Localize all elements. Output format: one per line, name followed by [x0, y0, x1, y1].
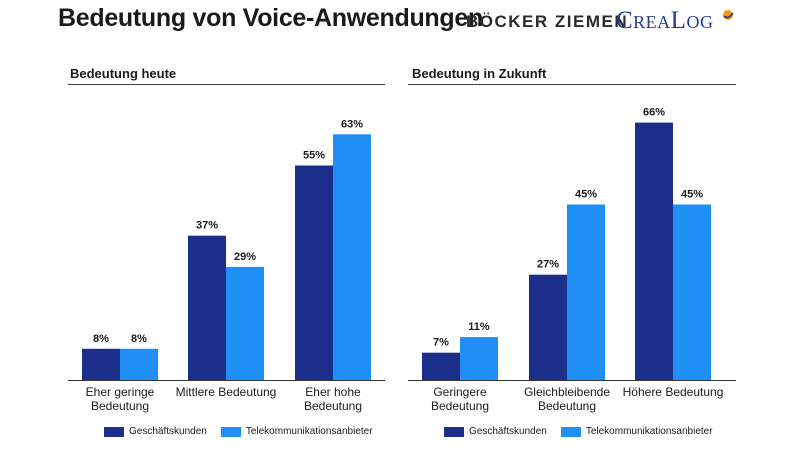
legend-swatch-geschaeftskunden	[444, 426, 464, 437]
legend-entry-telekom: Telekommunikationsanbieter	[220, 426, 373, 437]
data-label: 63%	[341, 118, 363, 130]
category-label: Geringere	[433, 385, 487, 399]
panel-title-heute: Bedeutung heute	[70, 66, 177, 81]
data-label: 29%	[234, 251, 256, 263]
bar	[635, 122, 673, 380]
data-label: 8%	[93, 333, 109, 345]
data-label: 37%	[196, 220, 218, 232]
category-label: Eher hohe	[305, 385, 361, 399]
data-label: 11%	[468, 321, 490, 333]
panel-rule-zukunft	[408, 84, 736, 85]
legend-entry-telekom: Telekommunikationsanbieter	[560, 426, 713, 437]
boecker-ziemen-logo: BÖCKER ZIEMEN	[466, 12, 629, 31]
category-label: Bedeutung	[431, 399, 489, 413]
legend-entry-geschaeftskunden: Geschäftskunden	[444, 426, 547, 437]
panel-rule-heute	[68, 84, 385, 85]
category-label: Mittlere Bedeutung	[176, 385, 277, 399]
category-label: Eher geringe	[86, 385, 155, 399]
category-label: Gleichbleibende	[524, 385, 610, 399]
bar	[529, 274, 567, 380]
crealog-swoosh-icon	[723, 10, 734, 20]
category-label: Bedeutung	[538, 399, 596, 413]
legend-swatch-telekom	[220, 426, 241, 437]
crealog-logo: CreaLog	[616, 7, 714, 34]
bar	[422, 352, 460, 380]
legend-label: Telekommunikationsanbieter	[245, 426, 373, 437]
data-label: 45%	[681, 189, 703, 201]
bar	[226, 266, 264, 380]
panel-title-zukunft: Bedeutung in Zukunft	[412, 66, 547, 81]
category-label: Bedeutung	[304, 399, 362, 413]
bar	[460, 337, 498, 380]
bar	[295, 165, 333, 380]
bar	[120, 348, 158, 380]
bar	[188, 235, 226, 380]
data-label: 8%	[131, 333, 147, 345]
legend-label: Geschäftskunden	[469, 426, 547, 437]
bar	[673, 204, 711, 380]
legend-label: Telekommunikationsanbieter	[585, 426, 713, 437]
page-title: Bedeutung von Voice-Anwendungen	[58, 4, 483, 32]
legend-swatch-geschaeftskunden	[104, 426, 124, 437]
legend-swatch-telekom	[560, 426, 581, 437]
data-label: 7%	[433, 337, 449, 349]
legend-heute: Geschäftskunden Telekommunikationsanbiet…	[104, 426, 387, 437]
legend-entry-geschaeftskunden: Geschäftskunden	[104, 426, 207, 437]
bar	[333, 134, 371, 380]
category-label: Höhere Bedeutung	[623, 385, 724, 399]
category-label: Bedeutung	[91, 399, 149, 413]
data-label: 27%	[537, 259, 559, 271]
legend-label: Geschäftskunden	[129, 426, 207, 437]
data-label: 55%	[303, 150, 325, 162]
data-label: 66%	[643, 107, 665, 119]
data-label: 45%	[575, 189, 597, 201]
bar	[567, 204, 605, 380]
legend-zukunft: Geschäftskunden Telekommunikationsanbiet…	[444, 426, 727, 437]
bar	[82, 348, 120, 380]
